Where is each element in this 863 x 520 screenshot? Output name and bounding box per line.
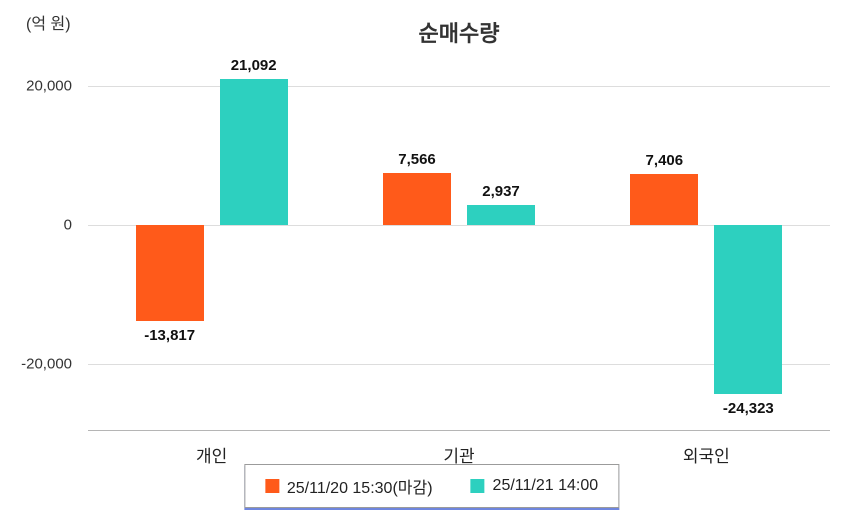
bar-value-label: 7,566 — [398, 150, 436, 168]
legend-label: 25/11/20 15:30(마감) — [286, 480, 433, 497]
y-axis-unit-label: (억 원) — [26, 16, 71, 33]
chart-title: 순매수량 — [418, 21, 500, 46]
y-tick-label: 0 — [63, 216, 72, 234]
bar-series2-기관 — [467, 204, 535, 226]
legend-item-series1: 25/11/20 15:30(마감) — [264, 474, 433, 498]
x-category-label-개인: 개인 — [196, 447, 228, 466]
plot-area: -13,817 21,092 7,566 2,937 7,406 -24,323 — [88, 55, 830, 431]
x-axis-category-row: 개인 기관 외국인 — [88, 442, 830, 466]
legend-swatch-icon — [264, 479, 279, 493]
y-tick-label: 20,000 — [26, 77, 72, 95]
bar-value-label: 21,092 — [230, 56, 277, 74]
bar-value-label: -13,817 — [144, 327, 196, 345]
legend: 25/11/20 15:30(마감) 25/11/21 14:00 — [243, 464, 620, 508]
legend-label: 25/11/21 14:00 — [492, 477, 599, 494]
y-tick-label: -20,000 — [21, 355, 72, 373]
x-category-label-기관: 기관 — [443, 447, 475, 466]
y-axis: 20,000 0 -20,000 — [0, 55, 80, 430]
bar-value-label: -24,323 — [722, 400, 774, 418]
bar-series2-외국인 — [714, 225, 783, 395]
bar-value-label: 2,937 — [482, 182, 520, 200]
bar-series1-기관 — [383, 172, 451, 226]
bar-series1-외국인 — [630, 173, 699, 226]
gridline--20000 — [88, 364, 830, 366]
gridline-20000 — [88, 86, 830, 88]
bar-value-label: 7,406 — [645, 151, 684, 169]
legend-swatch-icon — [470, 479, 485, 493]
bar-series1-개인 — [135, 225, 204, 322]
legend-item-series2: 25/11/21 14:00 — [470, 477, 599, 495]
gridline-0 — [88, 225, 830, 227]
x-category-label-외국인: 외국인 — [682, 447, 730, 466]
bar-series2-개인 — [219, 78, 288, 226]
